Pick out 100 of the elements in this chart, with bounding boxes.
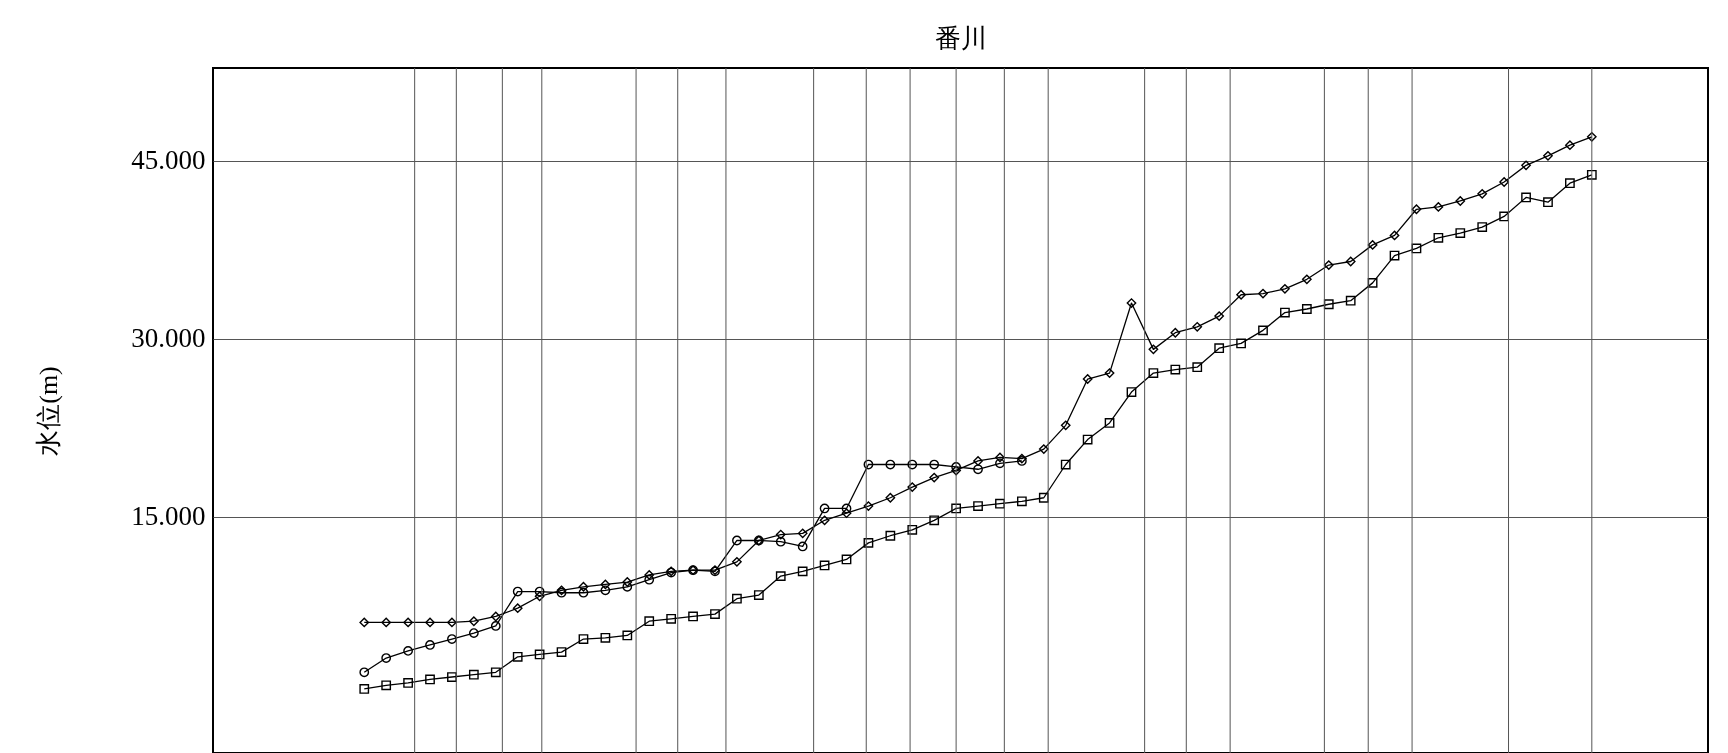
point: [819, 515, 830, 526]
point: [1017, 496, 1027, 507]
point: [381, 617, 392, 628]
point: [819, 503, 830, 514]
point: [797, 566, 808, 577]
point: [1258, 288, 1268, 299]
point: [929, 515, 940, 526]
point: [600, 632, 611, 643]
point: [907, 459, 918, 470]
point: [995, 498, 1005, 509]
point: [1477, 188, 1488, 199]
point: [1345, 295, 1356, 306]
point: [929, 472, 940, 483]
point: [490, 667, 501, 678]
point: [600, 585, 611, 596]
point: [534, 586, 545, 597]
y-tick-label: 15.000: [131, 501, 206, 532]
point: [1060, 459, 1071, 470]
point: [863, 501, 874, 511]
point: [1038, 492, 1049, 503]
point: [578, 634, 589, 644]
point: [1236, 338, 1246, 349]
point: [381, 653, 392, 663]
point: [995, 452, 1005, 463]
point: [973, 501, 983, 511]
point: [644, 616, 655, 627]
point: [1367, 240, 1378, 250]
point: [797, 528, 808, 539]
point: [1236, 289, 1246, 300]
point: [381, 680, 392, 691]
point: [1389, 230, 1400, 241]
point: [1192, 362, 1203, 373]
point: [907, 482, 918, 492]
point: [1565, 140, 1575, 151]
point: [1521, 160, 1531, 171]
point: [556, 647, 567, 657]
point: [490, 621, 501, 631]
point: [1499, 177, 1510, 187]
chart-title: 番川: [934, 23, 987, 53]
point: [1586, 131, 1597, 142]
point: [359, 667, 370, 678]
point: [753, 590, 764, 600]
point: [1301, 304, 1312, 314]
point: [1214, 311, 1225, 321]
point: [512, 603, 523, 614]
point: [666, 613, 677, 624]
point: [1214, 343, 1225, 354]
point: [1280, 307, 1290, 318]
point: [403, 617, 413, 628]
point: [1411, 243, 1422, 254]
y-axis-title: 水位(m): [33, 366, 63, 456]
point: [512, 651, 523, 662]
point: [1104, 368, 1115, 378]
point: [951, 462, 961, 472]
point: [468, 616, 479, 627]
point: [863, 459, 874, 470]
y-tick-label: 30.000: [131, 323, 206, 354]
point: [359, 684, 370, 694]
point: [447, 672, 457, 682]
point: [841, 508, 852, 519]
point: [425, 640, 435, 650]
point: [1060, 420, 1071, 431]
point: [425, 674, 435, 685]
point: [1038, 444, 1049, 454]
point: [425, 617, 435, 628]
point: [732, 593, 742, 604]
point: [1082, 374, 1093, 384]
point: [490, 611, 501, 622]
point: [841, 554, 852, 565]
point: [819, 560, 830, 571]
point: [951, 503, 961, 514]
point: [1433, 232, 1444, 243]
point: [885, 492, 896, 503]
point: [1148, 344, 1159, 355]
point: [622, 630, 633, 641]
point: [885, 530, 896, 541]
y-tick-label: 45.000: [131, 145, 206, 176]
point: [403, 646, 413, 656]
point: [1455, 196, 1466, 206]
point: [797, 541, 808, 552]
point: [1280, 283, 1290, 294]
point: [468, 669, 479, 680]
point: [973, 464, 983, 475]
point: [1148, 368, 1159, 378]
point: [1301, 274, 1312, 285]
point: [1345, 256, 1356, 267]
point: [775, 536, 786, 547]
point: [447, 617, 457, 628]
point: [1192, 321, 1203, 332]
point: [644, 574, 655, 585]
point: [512, 586, 523, 597]
point: [1323, 299, 1334, 310]
point: [1411, 204, 1422, 215]
point: [1543, 150, 1553, 161]
point: [1433, 202, 1444, 212]
point: [1477, 222, 1488, 232]
point: [973, 456, 983, 466]
point: [359, 617, 370, 628]
point: [1521, 192, 1531, 203]
point: [732, 556, 742, 567]
